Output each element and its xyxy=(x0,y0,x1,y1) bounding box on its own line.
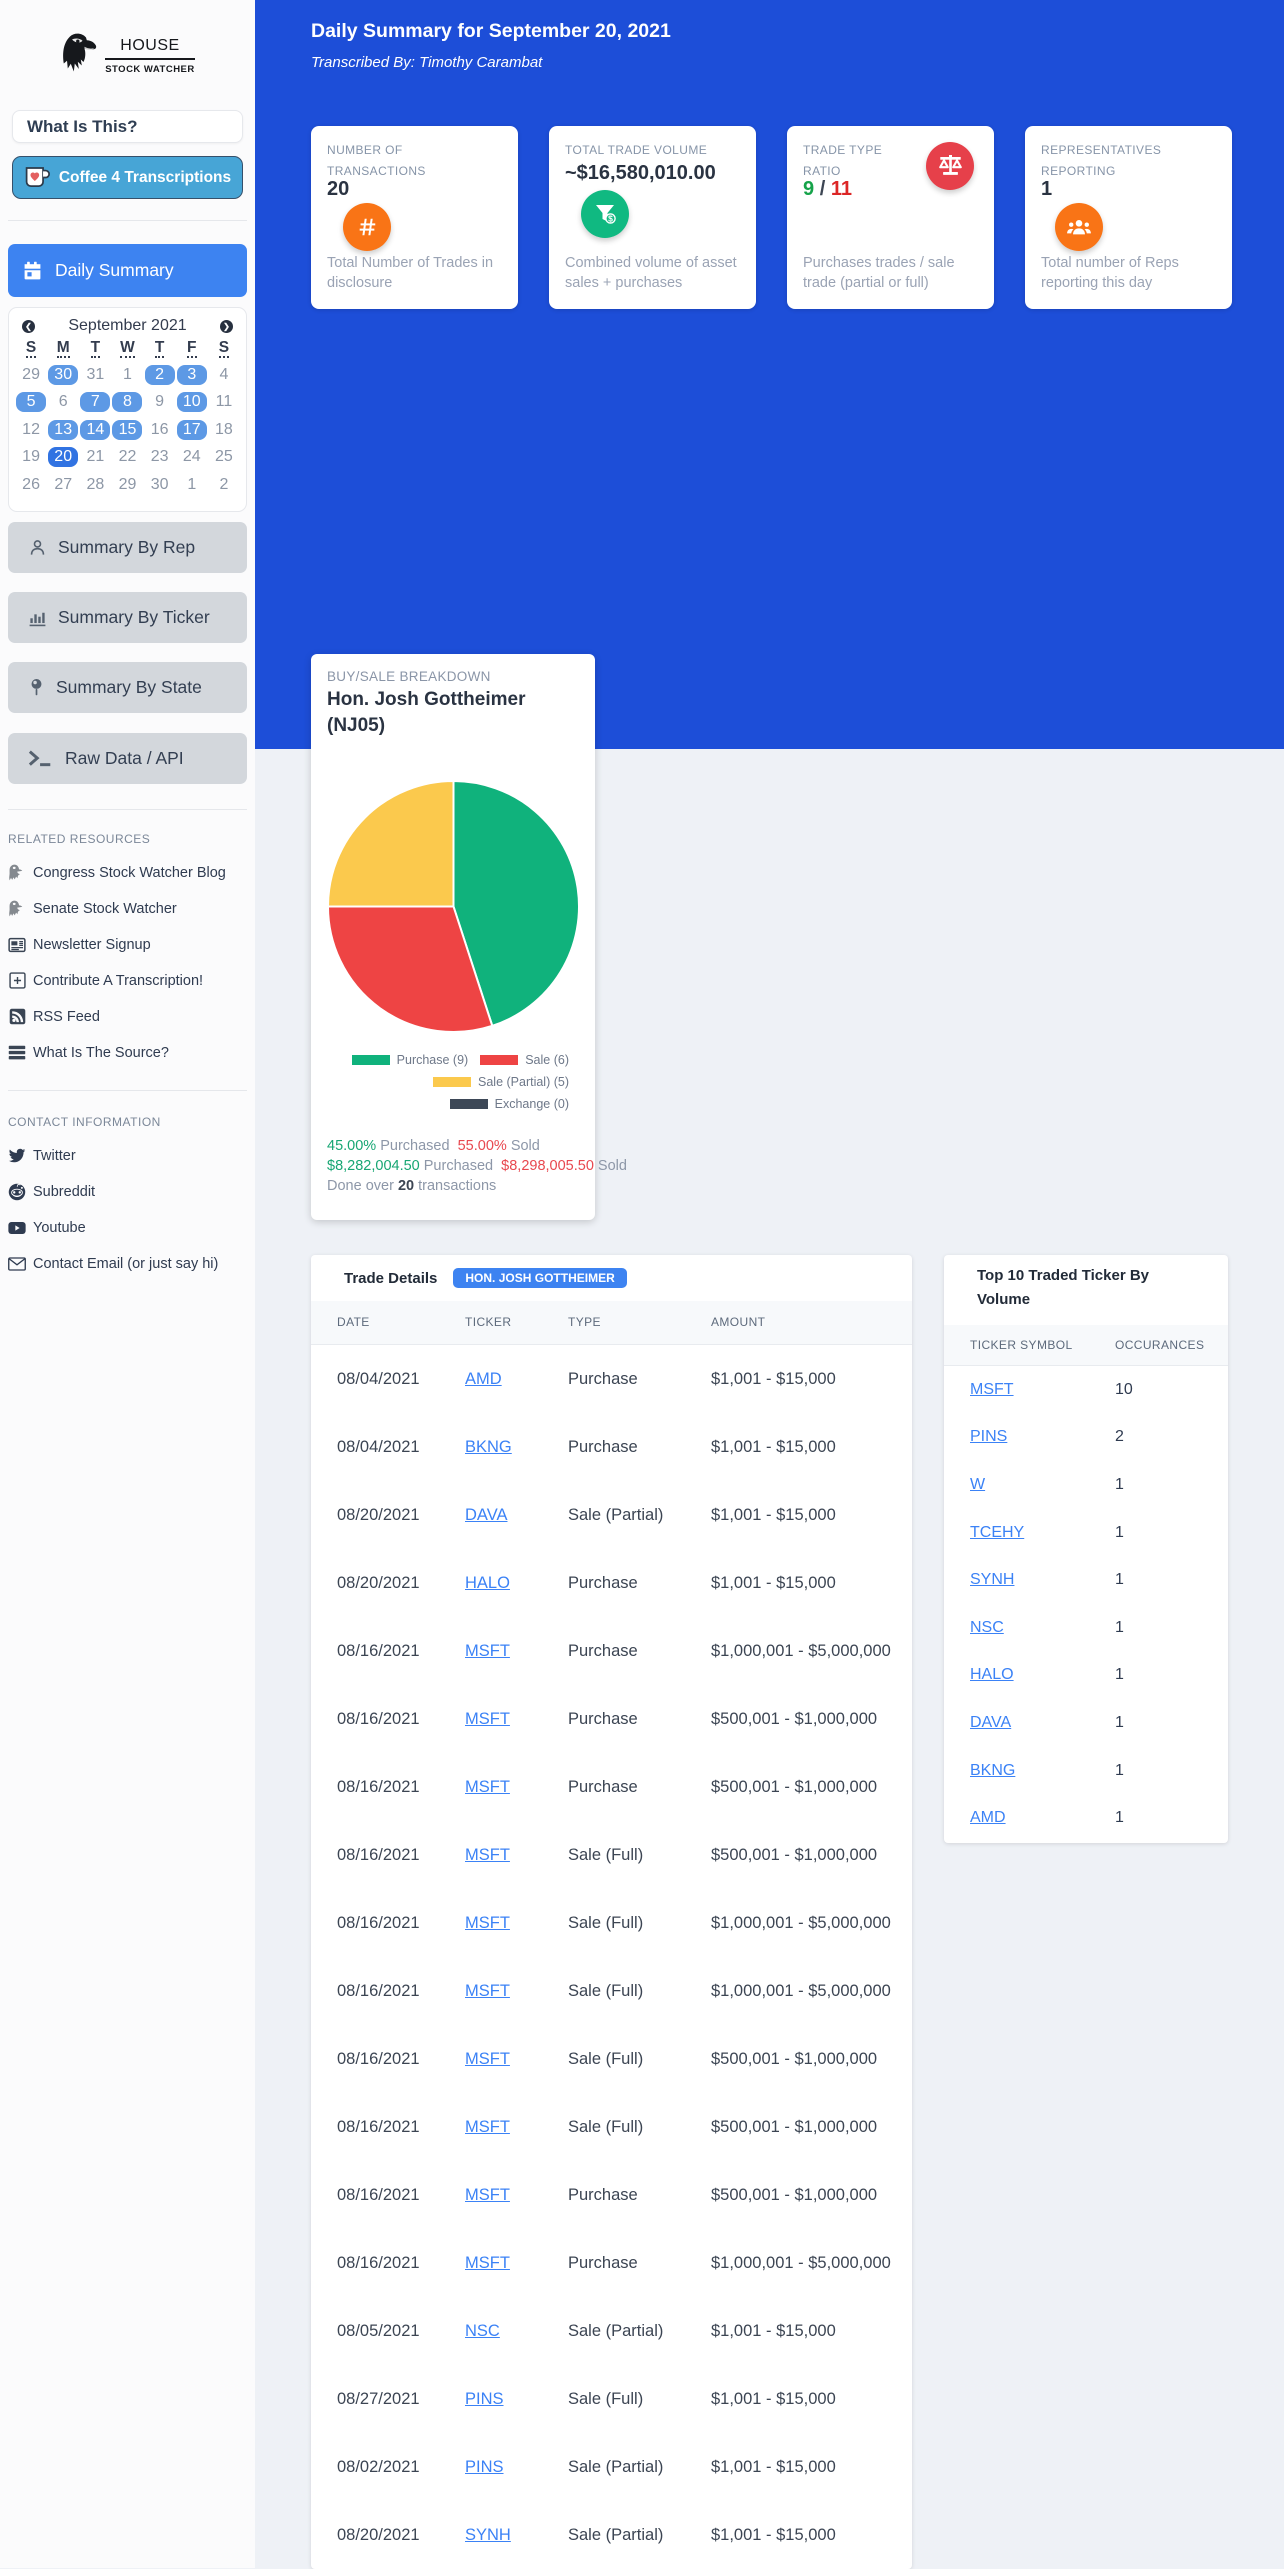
svg-text:$: $ xyxy=(608,213,613,223)
